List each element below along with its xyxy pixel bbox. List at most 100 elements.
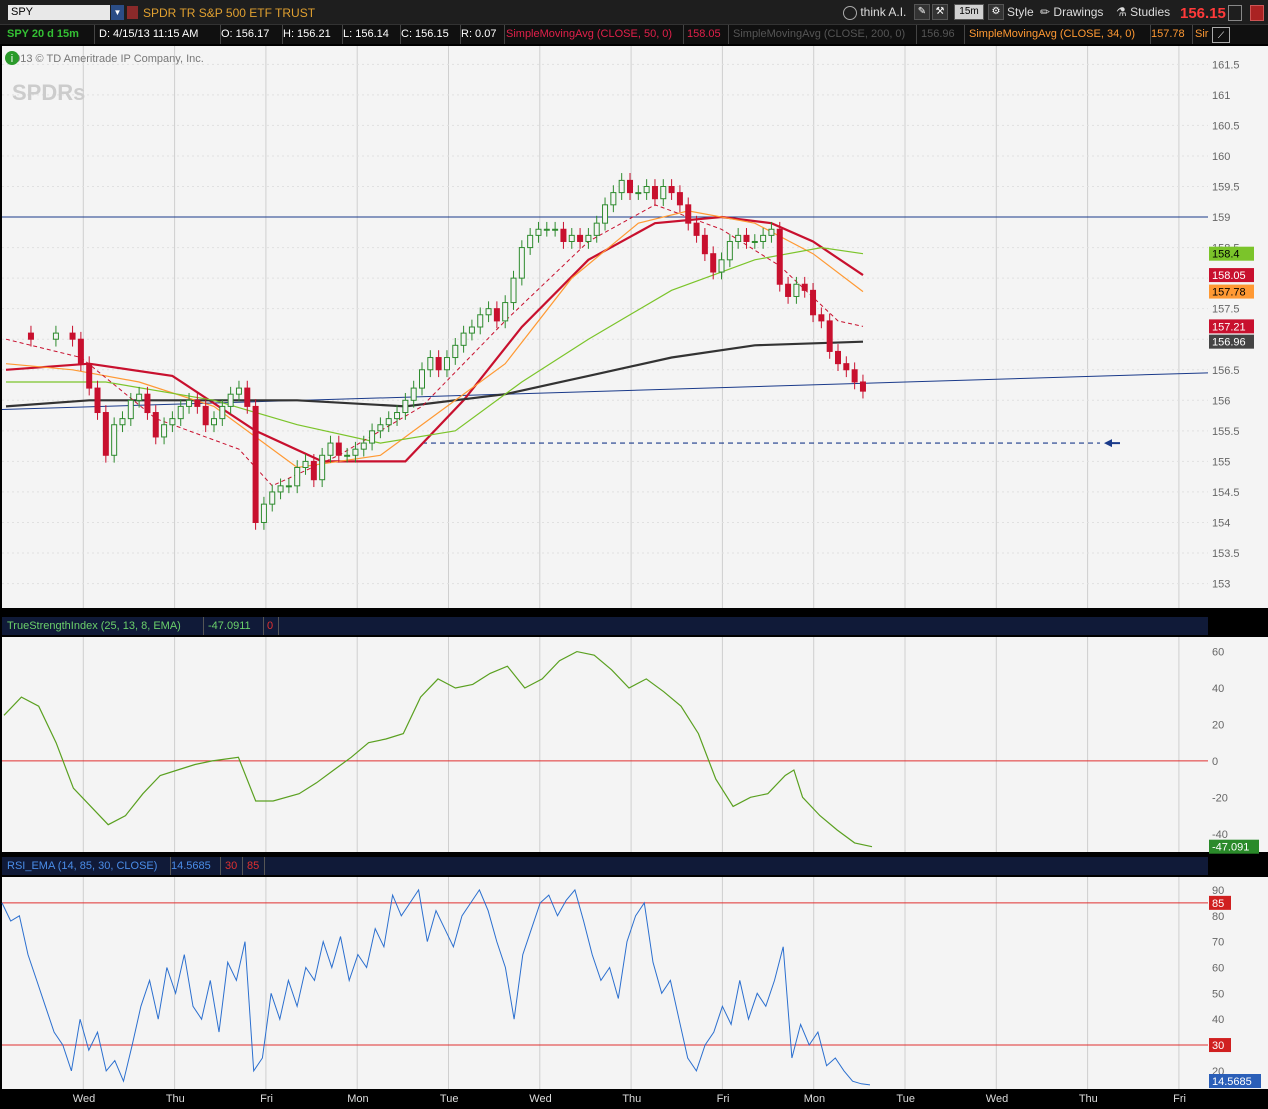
sma-truncated-label: Sir bbox=[1195, 28, 1209, 40]
x-axis-day-label: Mon bbox=[804, 1093, 825, 1105]
candle-body bbox=[768, 228, 775, 236]
candle-body bbox=[327, 442, 334, 456]
top-toolbar bbox=[0, 0, 1268, 25]
sma50-value: 158.05 bbox=[684, 25, 729, 44]
sma50-label: SimpleMovingAvg (CLOSE, 50, 0) bbox=[503, 25, 684, 44]
rsi-tick-label: 40 bbox=[1212, 1014, 1224, 1026]
watermark-logo: SPDRs bbox=[12, 80, 85, 105]
tsi-tick-label: 40 bbox=[1212, 683, 1224, 695]
candle-body bbox=[510, 277, 517, 304]
tsi-zero: 0 bbox=[264, 617, 279, 635]
candle-body bbox=[136, 393, 143, 401]
candle-body bbox=[851, 369, 858, 383]
candle-body bbox=[685, 204, 692, 224]
candle-body bbox=[186, 399, 193, 407]
info-icon-glyph: i bbox=[11, 53, 13, 65]
symbol-dropdown-icon[interactable]: ▼ bbox=[111, 5, 124, 20]
symbol-input[interactable]: SPY bbox=[8, 5, 110, 20]
rsi-tick-label: 90 bbox=[1212, 885, 1224, 897]
think-ai-button[interactable]: think A.I. bbox=[843, 4, 913, 20]
candle-body bbox=[602, 204, 609, 224]
candle-body bbox=[443, 357, 450, 371]
candle-body bbox=[668, 186, 675, 194]
grid bbox=[2, 46, 1208, 1089]
bar-date: D: 4/15/13 11:15 AM bbox=[96, 25, 221, 44]
candle-body bbox=[518, 247, 525, 279]
price-tag-bg bbox=[1209, 319, 1254, 334]
candle-body bbox=[235, 387, 242, 395]
candle-body bbox=[701, 234, 708, 255]
price-tick-label: 157.5 bbox=[1212, 304, 1240, 316]
price-tick-label: 161.5 bbox=[1212, 59, 1240, 71]
candle-body bbox=[302, 460, 309, 468]
candle-body bbox=[219, 405, 226, 420]
candle-body bbox=[52, 332, 59, 340]
price-tick-label: 160 bbox=[1212, 151, 1230, 163]
candle-body bbox=[152, 412, 159, 438]
candle-body bbox=[410, 387, 417, 401]
candle-body bbox=[760, 234, 767, 242]
rsi-label[interactable]: RSI_EMA (14, 85, 30, CLOSE) bbox=[4, 857, 171, 875]
candle-body bbox=[627, 179, 633, 194]
chart-area[interactable]: 161.5161160.5160159.5159158.5158157.5157… bbox=[0, 44, 1268, 1109]
candle-body bbox=[86, 363, 93, 389]
price-tick-label: 156.5 bbox=[1212, 365, 1240, 377]
candle-body bbox=[194, 399, 201, 407]
candle-body bbox=[693, 222, 700, 236]
candle-body bbox=[277, 485, 284, 493]
candle-body bbox=[335, 442, 342, 456]
candle-body bbox=[585, 234, 592, 242]
candle-body bbox=[435, 357, 442, 371]
candle-body bbox=[735, 234, 742, 242]
tsi-label[interactable]: TrueStrengthIndex (25, 13, 8, EMA) bbox=[4, 617, 204, 635]
interval-button[interactable]: 15m bbox=[954, 4, 984, 20]
tools-icon[interactable]: ✎ bbox=[914, 4, 930, 20]
pencil-icon: ✏ bbox=[1040, 5, 1051, 19]
ema-dashed-line bbox=[5, 204, 864, 487]
candle-body bbox=[127, 399, 134, 420]
tsi-tick-label: 0 bbox=[1212, 756, 1218, 768]
candle-body bbox=[859, 381, 866, 392]
candle-body bbox=[660, 186, 667, 200]
window-close-icon[interactable] bbox=[1250, 5, 1264, 21]
axes: 161.5161160.5160159.5159158.5158157.5157… bbox=[73, 59, 1261, 1105]
price-tick-label: 160.5 bbox=[1212, 120, 1240, 132]
candle-body bbox=[785, 283, 792, 297]
price-tick-label: 155.5 bbox=[1212, 426, 1240, 438]
candle-body bbox=[568, 234, 575, 242]
candle-body bbox=[477, 314, 484, 328]
rsi-last-tag: 14.5685 bbox=[1212, 1076, 1252, 1088]
candle-body bbox=[560, 228, 567, 242]
tsi-plot bbox=[2, 650, 1208, 848]
candle-body bbox=[319, 454, 326, 481]
price-tag-bg bbox=[1209, 334, 1254, 349]
candle-body bbox=[718, 259, 725, 273]
candle-body bbox=[643, 186, 650, 194]
info-icon[interactable] bbox=[5, 51, 19, 65]
bar-open: O: 156.17 bbox=[218, 25, 283, 44]
style-menu[interactable]: Style bbox=[1007, 5, 1034, 19]
candle-body bbox=[419, 369, 425, 389]
candle-body bbox=[543, 228, 550, 231]
candle-body bbox=[493, 308, 500, 322]
rsi-tag-label: 30 bbox=[1212, 1040, 1224, 1052]
chart-settings-icon[interactable]: ⟋ bbox=[1212, 27, 1230, 43]
candle-body bbox=[27, 332, 34, 340]
price-tick-label: 159.5 bbox=[1212, 182, 1240, 194]
rsi-plot bbox=[1, 888, 1208, 1086]
candle-body bbox=[527, 234, 534, 249]
candle-body bbox=[468, 326, 475, 334]
drawings-menu[interactable]: ✏ Drawings bbox=[1040, 5, 1104, 19]
tsi-axis-bg bbox=[1208, 637, 1268, 852]
bar-low: L: 156.14 bbox=[340, 25, 401, 44]
candle-body bbox=[618, 179, 625, 194]
crosshair-icon[interactable]: ⚒ bbox=[932, 4, 948, 20]
sma200-value: 156.96 bbox=[918, 25, 965, 44]
rsi-line bbox=[1, 888, 871, 1086]
window-restore-icon[interactable] bbox=[1228, 5, 1242, 21]
flask-icon: ⚗ bbox=[1116, 5, 1127, 19]
link-color-icon[interactable] bbox=[127, 6, 138, 19]
studies-menu[interactable]: ⚗ Studies bbox=[1116, 5, 1171, 19]
candle-body bbox=[810, 289, 817, 316]
settings-icon[interactable]: ⚙ bbox=[988, 4, 1004, 20]
